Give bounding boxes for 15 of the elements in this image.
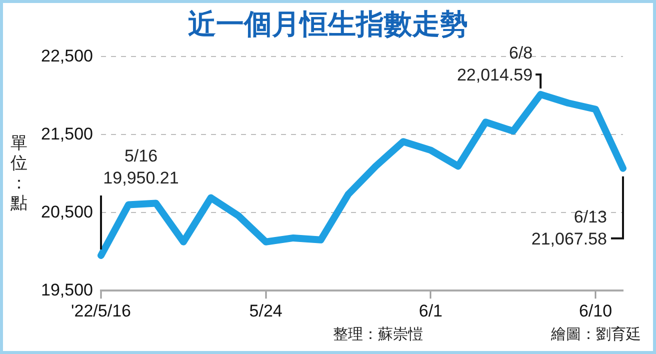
annotation: 6/8 22,014.59 xyxy=(456,43,533,84)
text: 整理：蘇崇愷 xyxy=(333,325,423,344)
x-tick-label: 5/24 xyxy=(249,301,282,320)
y-tick-label: 21,500 xyxy=(40,124,93,144)
chart-title: 近一個月恒生指數走勢 xyxy=(188,8,468,40)
x-tick-label: 6/10 xyxy=(578,301,612,320)
annotation: 5/16 19,950.21 xyxy=(103,146,179,188)
annotation: 6/13 21,067.58 xyxy=(531,207,607,248)
y-tick-label: 20,500 xyxy=(40,202,93,222)
y-axis-title: 單位：點 xyxy=(10,133,28,212)
x-tick-label: '22/5/16 xyxy=(71,301,131,320)
x-tick-label: 6/1 xyxy=(418,301,443,320)
y-tick-label: 22,500 xyxy=(40,46,93,66)
text: 繪圖：劉育廷 xyxy=(551,325,641,344)
y-tick-label: 19,500 xyxy=(40,280,93,300)
